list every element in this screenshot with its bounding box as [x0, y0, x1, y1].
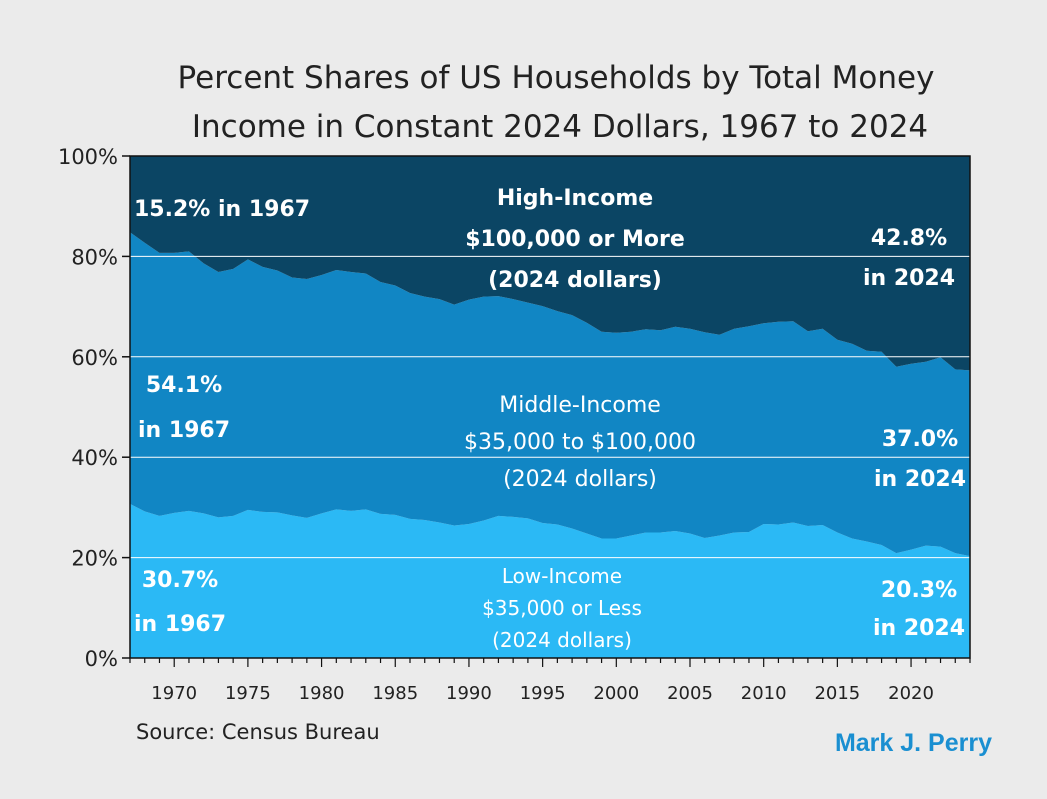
annotation-high-1967-line-1: 15.2% in 1967	[134, 197, 310, 222]
area-low-income	[130, 503, 970, 658]
chart-title-line-2: Income in Constant 2024 Dollars, 1967 to…	[192, 109, 928, 145]
annotation-low-title-line-2: $35,000 or Less	[482, 596, 642, 620]
x-tick-label-1980: 1980	[299, 683, 345, 704]
annotation-low-1967-line-2: in 1967	[134, 612, 226, 637]
annotation-low-2024-line-1: 20.3%	[881, 578, 957, 603]
x-tick-label-1990: 1990	[446, 683, 492, 704]
y-tick-label-0: 0%	[85, 647, 118, 671]
x-tick-label-2000: 2000	[593, 683, 639, 704]
y-tick-label-100: 100%	[58, 145, 118, 169]
annotation-middle-2024-line-1: 37.0%	[882, 427, 958, 452]
annotation-middle-title-line-2: $35,000 to $100,000	[464, 430, 696, 455]
chart-title-line-1: Percent Shares of US Households by Total…	[178, 60, 935, 96]
annotation-high-title-line-2: $100,000 or More	[465, 227, 685, 252]
x-tick-label-2015: 2015	[814, 683, 860, 704]
annotations: High-Income $100,000 or More (2024 dollars…	[134, 186, 966, 652]
source-note: Source: Census Bureau	[136, 720, 380, 744]
annotation-middle-1967-line-2: in 1967	[138, 418, 230, 443]
axes: 0% 20% 40% 60% 80% 100% 1970 1975 1980 1985 1990 19…	[58, 145, 971, 704]
annotation-high-2024-line-2: in 2024	[863, 266, 955, 291]
x-tick-label-1975: 1975	[225, 683, 271, 704]
x-tick-label-2005: 2005	[667, 683, 713, 704]
area-high-income	[130, 156, 970, 371]
x-tick-label-2020: 2020	[888, 683, 934, 704]
x-tick-label-1985: 1985	[372, 683, 418, 704]
y-tick-label-40: 40%	[71, 446, 118, 470]
author-credit: Mark J. Perry	[835, 729, 992, 757]
annotation-middle-1967-line-1: 54.1%	[146, 373, 222, 398]
chart-title: Percent Shares of US Households by Total…	[178, 60, 935, 145]
y-tick-label-60: 60%	[71, 346, 118, 370]
plot-area	[130, 156, 970, 658]
annotation-low-title-line-3: (2024 dollars)	[492, 628, 632, 652]
x-tick-label-2010: 2010	[741, 683, 787, 704]
annotation-low-1967-line-1: 30.7%	[142, 568, 218, 593]
x-tick-label-1970: 1970	[151, 683, 197, 704]
y-tick-label-20: 20%	[71, 547, 118, 571]
y-tick-label-80: 80%	[71, 245, 118, 269]
annotation-high-title-line-1: High-Income	[497, 186, 653, 211]
annotation-middle-2024-line-2: in 2024	[874, 467, 966, 492]
annotation-low-title-line-1: Low-Income	[502, 564, 622, 588]
annotation-middle-title-line-1: Middle-Income	[499, 393, 661, 418]
annotation-high-title-line-3: (2024 dollars)	[488, 268, 662, 293]
x-tick-label-1995: 1995	[520, 683, 566, 704]
area-middle-income	[130, 232, 970, 557]
annotation-high-2024-line-1: 42.8%	[871, 226, 947, 251]
annotation-low-2024-line-2: in 2024	[873, 616, 965, 641]
annotation-middle-title-line-3: (2024 dollars)	[503, 467, 657, 492]
plot-frame	[129, 155, 971, 659]
